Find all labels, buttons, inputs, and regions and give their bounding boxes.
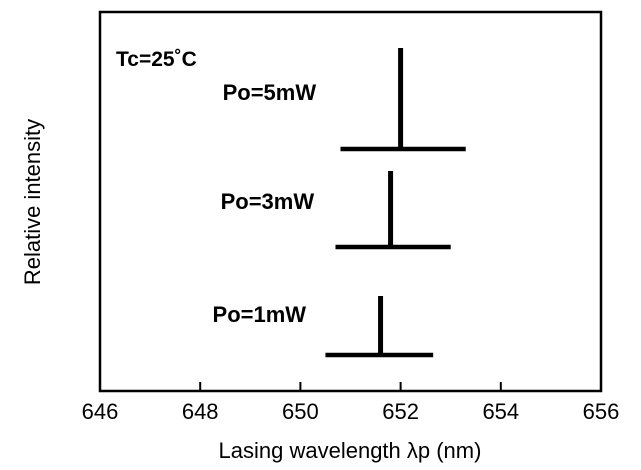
x-axis-ticks: 646 648 650 652 654 656: [82, 382, 620, 424]
temperature-annotation: Tc=25˚C: [116, 48, 197, 71]
spectrum-series: Po=3mW: [221, 171, 451, 250]
x-tick-label: 656: [583, 399, 620, 424]
x-axis-label: Lasing wavelength λp (nm): [219, 438, 482, 463]
x-tick-label: 654: [482, 399, 519, 424]
spectrum-series: Po=5mW: [223, 48, 466, 152]
plot-frame: [98, 10, 603, 393]
series-label: Po=1mW: [213, 302, 307, 327]
series-label: Po=3mW: [221, 189, 315, 214]
spectrum-series: Po=1mW: [213, 296, 434, 358]
x-tick-label: 652: [382, 399, 419, 424]
series-layer: Po=5mW Po=3mW Po=1mW: [213, 48, 466, 358]
series-label: Po=5mW: [223, 80, 317, 105]
x-tick-label: 650: [282, 399, 319, 424]
x-tick-label: 648: [182, 399, 219, 424]
y-axis-label: Relative intensity: [20, 119, 45, 285]
x-tick-label: 646: [82, 399, 119, 424]
